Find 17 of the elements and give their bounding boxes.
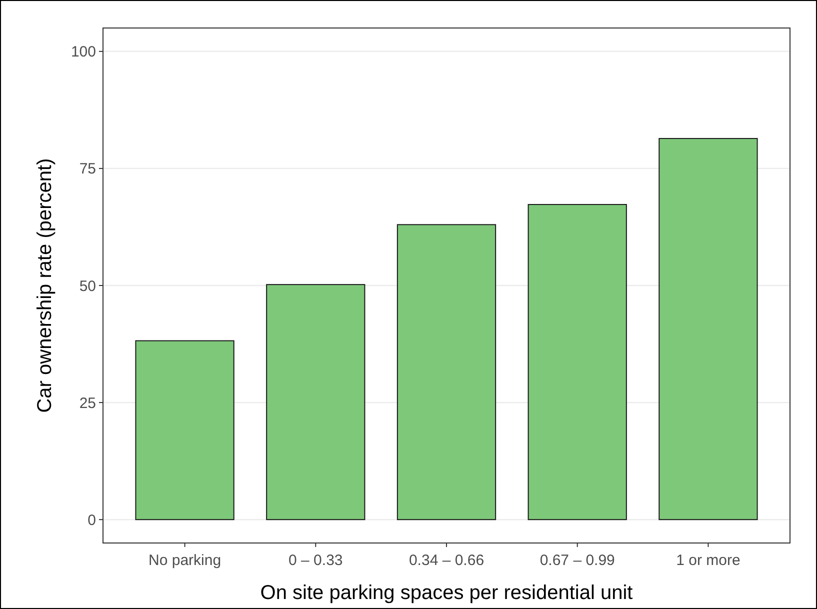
bar	[135, 340, 234, 520]
x-tick-label: No parking	[148, 552, 222, 569]
y-tick-label: 50	[79, 278, 96, 295]
bar	[266, 284, 366, 520]
y-tick-label: 0	[88, 512, 96, 529]
y-axis-title: Car ownership rate (percent)	[34, 158, 56, 413]
x-tick-label: 0 – 0.33	[288, 552, 343, 569]
y-tick-label: 25	[79, 394, 96, 412]
y-tick-label: 75	[79, 160, 96, 178]
bar	[396, 224, 496, 520]
x-axis-title: On site parking spaces per residential unit	[260, 582, 634, 604]
y-tick-label: 100	[70, 44, 96, 61]
x-tick-label: 0.34 – 0.66	[408, 552, 484, 569]
x-tick-label: 1 or more	[676, 552, 740, 569]
x-tick-label: 0.67 – 0.99	[540, 552, 615, 569]
bar	[528, 204, 627, 520]
bar	[658, 138, 758, 520]
